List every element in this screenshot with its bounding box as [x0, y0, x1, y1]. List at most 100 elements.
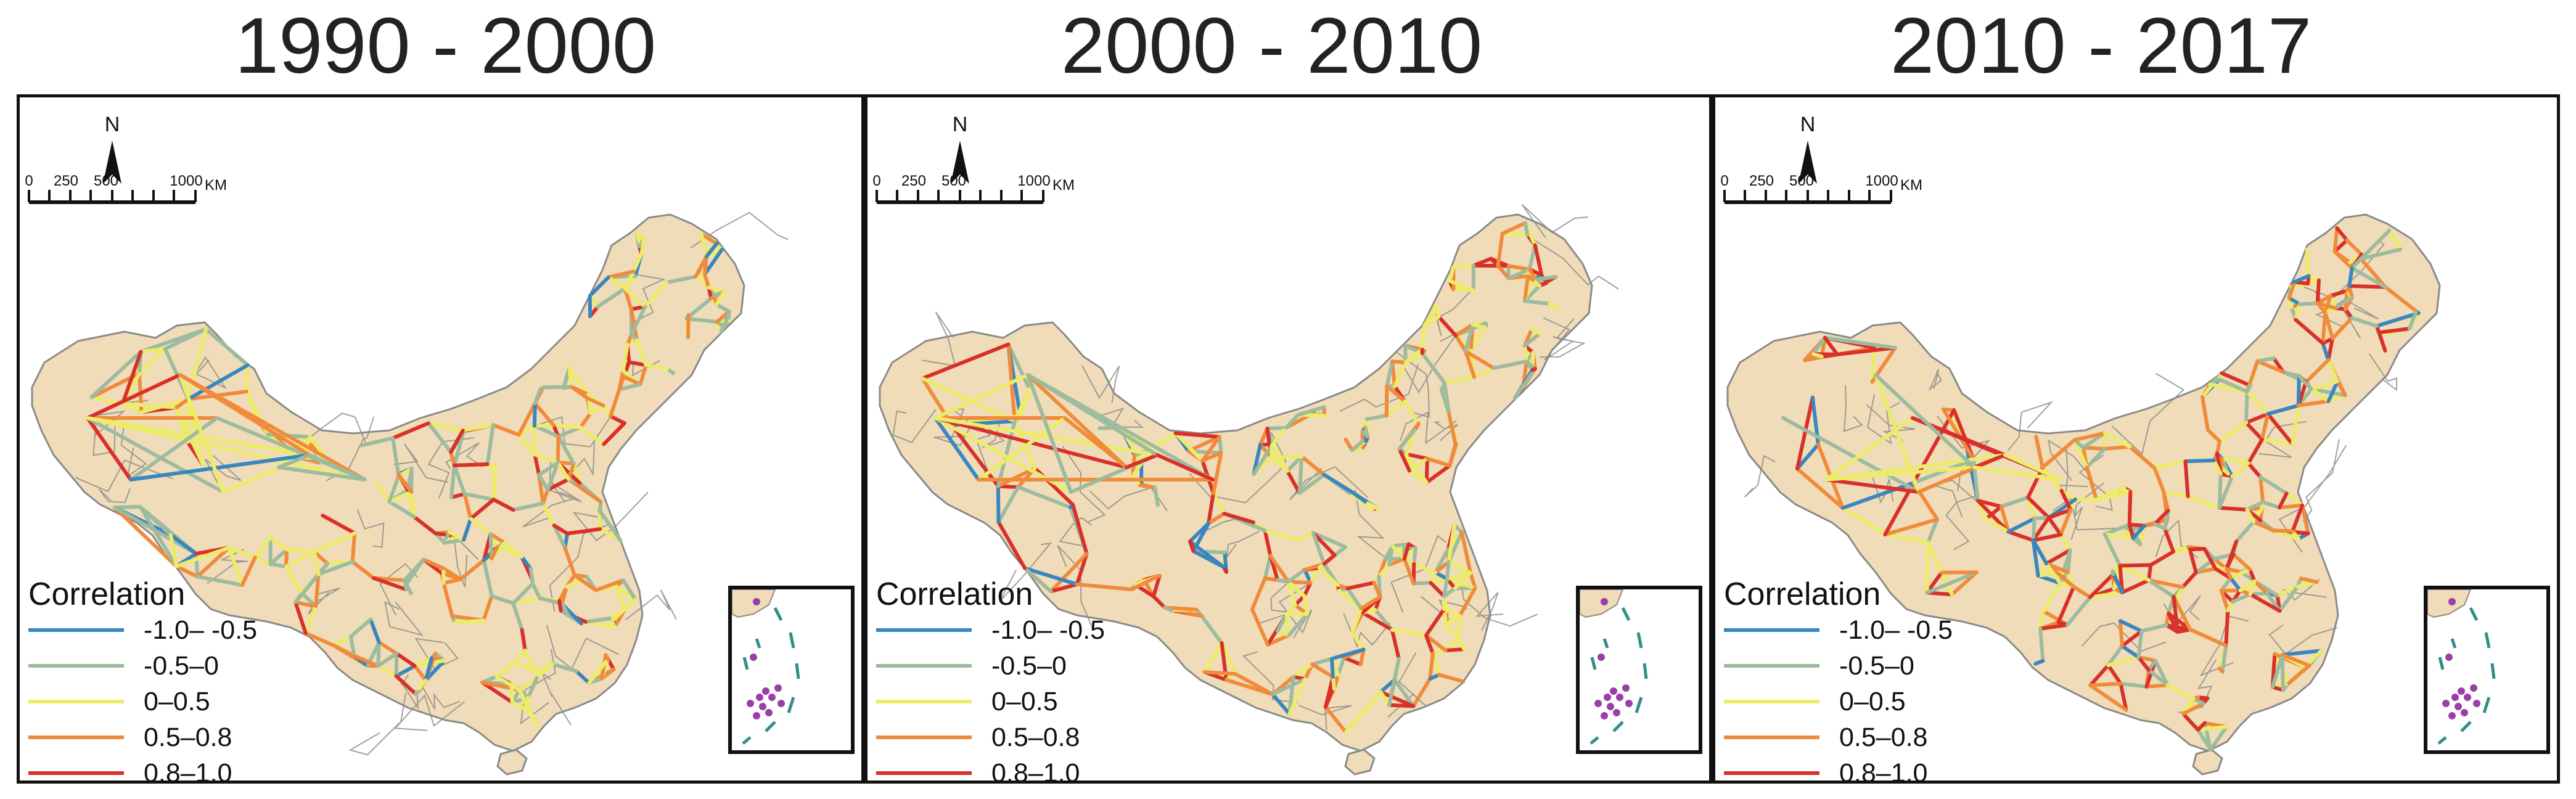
legend-label: -0.5–0 — [991, 650, 1067, 681]
island-marker — [2442, 700, 2450, 707]
correlation-link — [2408, 310, 2418, 330]
correlation-link — [1200, 435, 1221, 463]
island-marker — [2451, 694, 2459, 701]
correlation-link — [560, 584, 569, 606]
correlation-link — [321, 514, 357, 535]
correlation-link — [2127, 522, 2146, 528]
correlation-link — [629, 307, 639, 342]
hainan-island — [2192, 748, 2223, 776]
correlation-link — [2176, 628, 2192, 634]
correlation-link — [617, 375, 626, 391]
boundary-dash — [1636, 632, 1643, 649]
correlation-link — [449, 463, 456, 499]
correlation-link — [1522, 299, 1552, 306]
scale-unit: KM — [205, 177, 227, 194]
correlation-network — [1781, 226, 2421, 752]
correlation-link — [1222, 512, 1255, 525]
map-panel-2010-2017: N 0 250 500 1000 KM Correlation -1.0– -0.5 -0.5–… — [1712, 94, 2560, 784]
correlation-link — [2172, 594, 2180, 634]
correlation-link — [552, 523, 567, 549]
correlation-link — [2094, 488, 2121, 502]
island-marker — [1604, 694, 1611, 701]
correlation-link — [1268, 554, 1290, 584]
correlation-link — [1523, 343, 1529, 364]
correlation-link — [1049, 552, 1089, 594]
correlation-link — [2041, 581, 2062, 613]
correlation-link — [2102, 532, 2122, 568]
correlation-link — [376, 664, 398, 678]
legend-swatch — [28, 664, 124, 668]
correlation-link — [2218, 420, 2248, 443]
correlation-link — [1263, 554, 1273, 580]
correlation-link — [2146, 668, 2170, 687]
boundary-dash — [2482, 697, 2491, 713]
scale-tick-label: 250 — [54, 173, 78, 189]
correlation-link — [517, 688, 530, 713]
correlation-link — [1026, 373, 1073, 494]
correlation-link — [1468, 571, 1477, 590]
correlation-link — [2147, 578, 2185, 589]
correlation-link — [1130, 573, 1162, 591]
correlation-link — [1533, 243, 1544, 277]
correlation-link — [449, 450, 456, 467]
scale-bar: N 0 250 500 1000 KM — [872, 113, 1075, 204]
correlation-link — [2245, 507, 2256, 524]
correlation-link — [578, 425, 606, 446]
correlation-link — [1975, 499, 2011, 534]
correlation-link — [352, 654, 380, 668]
correlation-link — [511, 596, 542, 605]
legend-swatch — [28, 628, 124, 632]
correlation-link — [391, 436, 401, 477]
correlation-link — [933, 373, 1030, 420]
correlation-link — [2031, 538, 2049, 566]
correlation-link — [2248, 592, 2282, 613]
correlation-link — [137, 346, 167, 375]
correlation-link — [2225, 567, 2233, 580]
correlation-link — [1295, 531, 1315, 542]
correlation-link — [1451, 263, 1475, 269]
correlation-link — [120, 401, 179, 409]
correlation-link — [1429, 576, 1449, 585]
correlation-link — [494, 660, 517, 679]
correlation-link — [1513, 367, 1537, 400]
inset-map — [2427, 589, 2496, 745]
correlation-link — [567, 365, 573, 389]
island-marker — [1616, 694, 1623, 701]
correlation-link — [1151, 573, 1162, 599]
correlation-link — [1405, 452, 1429, 485]
correlation-link — [1420, 324, 1427, 351]
correlation-link — [1345, 581, 1376, 591]
correlation-link — [1286, 580, 1306, 598]
correlation-link — [1999, 504, 2011, 534]
boundary-dash — [742, 657, 749, 670]
correlation-link — [1523, 221, 1530, 237]
island-marker — [1594, 700, 1602, 707]
correlation-link — [2359, 247, 2403, 261]
island-marker — [777, 700, 785, 707]
correlation-link — [1385, 359, 1395, 388]
correlation-link — [2287, 280, 2297, 300]
correlation-link — [2309, 387, 2347, 398]
correlation-link — [2331, 316, 2354, 340]
correlation-link — [996, 520, 1027, 570]
correlation-link — [551, 423, 583, 430]
correlation-link — [1464, 349, 1476, 379]
correlation-link — [1364, 414, 1388, 421]
correlation-link — [921, 376, 1017, 424]
correlation-link — [2350, 266, 2387, 289]
correlation-link — [1795, 442, 1820, 471]
legend-label: -0.5–0 — [144, 650, 219, 681]
correlation-link — [2153, 658, 2170, 687]
correlation-link — [1411, 677, 1432, 708]
scale-tick-label: 250 — [901, 173, 926, 189]
correlation-link — [178, 373, 225, 494]
correlation-link — [453, 618, 486, 625]
correlation-link — [1984, 517, 2011, 534]
correlation-link — [1811, 352, 1824, 359]
island-marker — [756, 694, 763, 701]
correlation-link — [1270, 425, 1288, 446]
correlation-link — [2065, 595, 2092, 627]
scale-tick-label: 500 — [1789, 173, 1814, 189]
correlation-link — [2284, 491, 2305, 507]
legend-label: -1.0– -0.5 — [991, 615, 1105, 645]
